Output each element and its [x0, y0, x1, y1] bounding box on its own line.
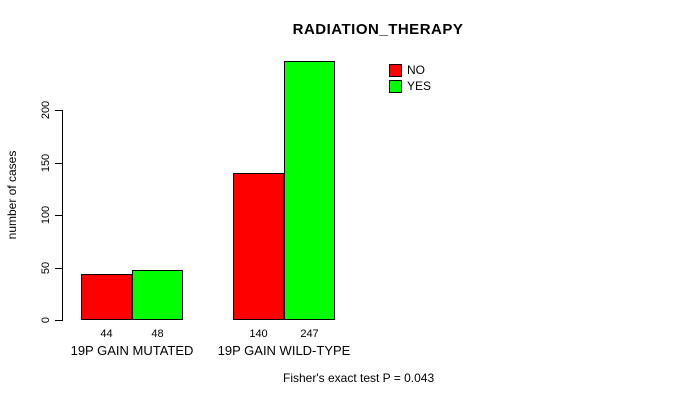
y-tick-label: 0: [40, 316, 52, 324]
category-label: 19P GAIN MUTATED: [70, 343, 194, 358]
legend-label-yes: YES: [407, 79, 432, 93]
y-tick-mark: [55, 267, 62, 269]
y-tick-mark: [55, 320, 62, 321]
bar-no-group1: [81, 274, 132, 320]
annotation-text: Fisher's exact test P = 0.043: [283, 371, 435, 385]
y-axis-title: number of cases: [5, 150, 19, 240]
legend-item-yes: YES: [389, 79, 431, 93]
y-tick-mark: [55, 110, 62, 111]
bar-value-label: 247: [300, 328, 319, 340]
legend-label-no: NO: [407, 63, 425, 77]
bar-value-label: 48: [151, 328, 164, 340]
bar-value-label: 140: [249, 328, 268, 340]
y-tick-label: 200: [40, 100, 52, 120]
legend-item-no: NO: [389, 63, 431, 77]
y-tick-label: 100: [40, 205, 52, 225]
y-tick-mark: [55, 162, 62, 164]
y-axis-line: [62, 110, 63, 321]
bar-value-label: 44: [100, 328, 113, 340]
y-tick-label: 50: [40, 261, 52, 274]
category-label: 19P GAIN WILD-TYPE: [217, 343, 351, 358]
legend-swatch-yes-icon: [389, 79, 402, 93]
y-tick-mark: [55, 215, 62, 216]
bar-yes-group2: [284, 61, 335, 320]
bar-no-group2: [233, 173, 284, 320]
y-tick-label: 150: [40, 153, 52, 172]
legend: NO YES: [389, 63, 431, 95]
legend-swatch-no-icon: [389, 63, 402, 77]
bar-yes-group1: [132, 270, 183, 320]
chart-title: RADIATION_THERAPY: [292, 21, 464, 38]
